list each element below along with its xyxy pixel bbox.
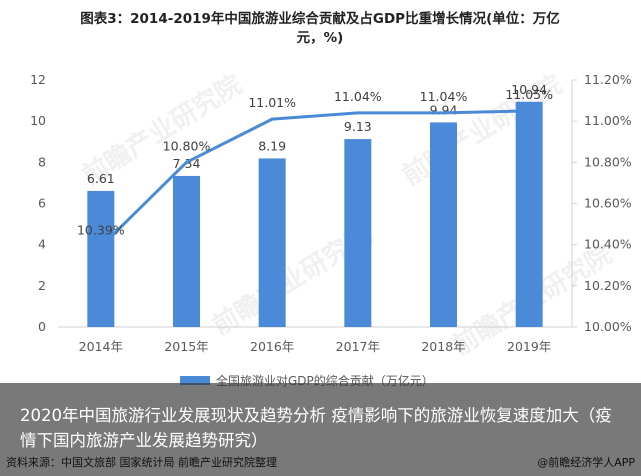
line-data-label: 10.80%	[163, 138, 211, 153]
x-axis-labels: 2014年 2015年 2016年 2017年 2018年 2019年	[79, 339, 552, 354]
line-data-label: 10.39%	[77, 223, 125, 238]
left-tick-label: 8	[38, 154, 46, 169]
bar	[515, 101, 543, 328]
right-axis: 10.00% 10.20% 10.40% 10.60% 10.80% 11.00% 11.2…	[572, 72, 632, 334]
right-tick-label: 10.60%	[584, 196, 632, 211]
right-tick-label: 10.40%	[584, 237, 632, 252]
x-tick-label: 2015年	[164, 339, 208, 354]
legend-swatch	[180, 376, 210, 385]
right-tick-label: 11.20%	[584, 72, 632, 87]
line-data-label: 11.05%	[505, 87, 553, 102]
left-tick-label: 0	[38, 319, 46, 334]
line-point	[185, 160, 188, 164]
chart-title-line-1: 图表3：2014-2019年中国旅游业综合贡献及占GDP比重增长情况(单位：万亿	[80, 11, 560, 27]
left-tick-label: 2	[38, 278, 46, 293]
line-path	[99, 109, 530, 248]
right-tick-label: 10.20%	[584, 278, 632, 293]
bar-data-label: 10.94	[511, 82, 547, 97]
bar	[344, 139, 372, 327]
left-tick-label: 10	[30, 113, 46, 128]
line-data-labels: 10.39% 10.80% 11.01% 11.04% 11.04% 11.05%	[77, 87, 553, 238]
left-axis: 0 2 4 6 8 10 12	[30, 72, 46, 334]
bar	[430, 122, 457, 327]
line-point	[527, 109, 531, 113]
bar-data-label: 8.19	[258, 138, 286, 153]
bar	[258, 158, 286, 327]
bar-data-label: 6.61	[87, 171, 115, 186]
right-tick-label: 10.80%	[584, 154, 632, 169]
source-note: 资料来源：中国文旅部 国家统计局 前瞻产业研究院整理	[6, 456, 277, 469]
line-data-label: 11.04%	[420, 89, 468, 104]
right-tick-label: 11.00%	[584, 113, 632, 128]
line-point	[442, 111, 445, 115]
bar	[87, 190, 115, 327]
article-headline[interactable]: 2020年中国旅游行业发展现状及趋势分析 疫情影响下的旅游业恢复速度加大（疫情下…	[20, 406, 612, 450]
bar	[173, 175, 200, 327]
line-point	[270, 117, 274, 121]
x-tick-label: 2016年	[250, 339, 294, 354]
app-credit: @前瞻经济学人APP	[537, 456, 635, 469]
left-tick-label: 4	[38, 237, 46, 252]
x-tick-label: 2018年	[421, 339, 465, 354]
caption-overlay: 2020年中国旅游行业发展现状及趋势分析 疫情影响下的旅游业恢复速度加大（疫情下…	[0, 383, 641, 476]
x-tick-label: 2014年	[79, 339, 123, 354]
chart-title: 图表3：2014-2019年中国旅游业综合贡献及占GDP比重增长情况(单位：万亿…	[20, 10, 620, 48]
bar-data-label: 9.94	[430, 102, 458, 117]
x-tick-label: 2017年	[336, 339, 380, 354]
line-data-label: 11.01%	[248, 95, 296, 110]
right-tick-label: 10.00%	[584, 319, 632, 334]
line-series	[99, 109, 531, 249]
left-tick-label: 12	[30, 72, 46, 87]
chart-title-line-2: 元，%)	[296, 30, 344, 46]
line-point	[356, 111, 360, 115]
line-data-label: 11.04%	[334, 89, 382, 104]
x-tick-label: 2019年	[507, 339, 551, 354]
bar-data-label: 9.13	[344, 119, 372, 134]
line-point	[99, 245, 103, 249]
bar-series	[87, 101, 543, 328]
left-tick-label: 6	[38, 196, 46, 211]
